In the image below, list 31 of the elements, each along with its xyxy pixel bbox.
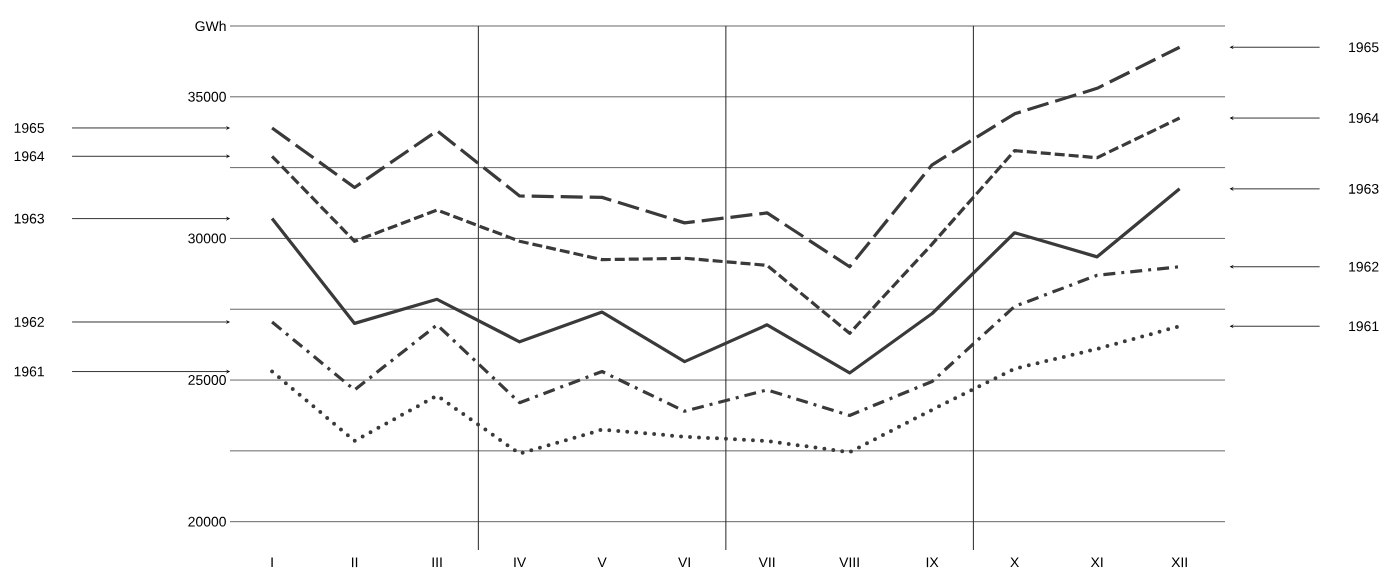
text: 1965 bbox=[14, 123, 45, 133]
y-axis-title: GWh bbox=[195, 20, 226, 32]
text: 1962 bbox=[1349, 261, 1379, 272]
line-series bbox=[270, 116, 1182, 335]
x-tick-label: III bbox=[432, 557, 442, 568]
x-tick-label: I bbox=[271, 557, 273, 568]
y-tick-label: 35000 bbox=[188, 91, 226, 102]
y-tick-label: 30000 bbox=[188, 233, 226, 244]
text: 1961 bbox=[1349, 321, 1379, 332]
x-tick-label: II bbox=[351, 557, 358, 568]
text: 1961 bbox=[14, 366, 44, 377]
line-series bbox=[270, 324, 1182, 456]
x-tick-label: XII bbox=[1171, 557, 1187, 568]
x-tick-label: IV bbox=[514, 557, 527, 568]
text: 1963 bbox=[1349, 183, 1379, 194]
x-tick-label: V bbox=[597, 557, 607, 568]
text: 1964 bbox=[1349, 113, 1379, 123]
y-tick-label: 20000 bbox=[188, 516, 226, 527]
x-tick-label: VIII bbox=[839, 557, 859, 568]
text: 1963 bbox=[14, 213, 44, 224]
text: 1965 bbox=[1349, 42, 1379, 53]
x-tick-label: X bbox=[1010, 557, 1019, 568]
x-tick-label: VII bbox=[758, 557, 775, 568]
x-tick-label: XI bbox=[1090, 557, 1103, 568]
y-tick-label: 25000 bbox=[188, 375, 226, 385]
line-series bbox=[270, 45, 1182, 269]
x-tick-label: IX bbox=[926, 557, 939, 568]
x-tick-label: VI bbox=[678, 557, 690, 568]
line-series bbox=[270, 187, 1182, 375]
text: 1962 bbox=[14, 317, 44, 327]
text: 1964 bbox=[14, 151, 45, 162]
